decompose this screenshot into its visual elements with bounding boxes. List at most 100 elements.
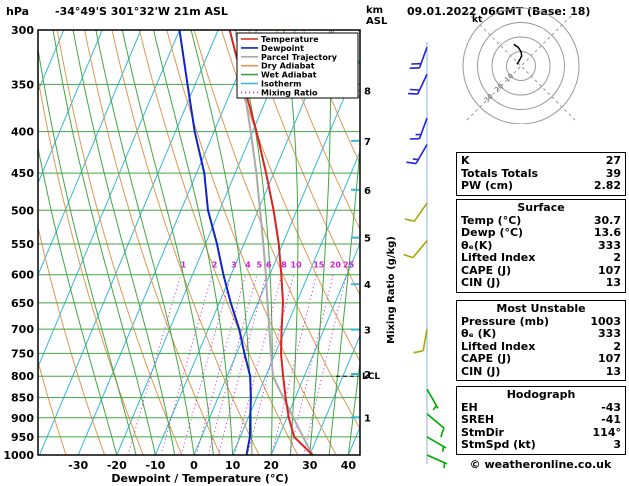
table-row: θₑ (K) 333 xyxy=(461,327,621,341)
table-title: Hodograph xyxy=(506,388,576,401)
svg-text:Temperature: Temperature xyxy=(261,35,319,44)
stat-label: Lifted Index xyxy=(461,339,536,353)
svg-text:600: 600 xyxy=(11,269,34,282)
svg-text:LCL: LCL xyxy=(362,372,380,382)
svg-text:Mixing Ratio (g/kg): Mixing Ratio (g/kg) xyxy=(386,236,397,344)
svg-text:2: 2 xyxy=(364,370,371,381)
table-row: Totals Totals 39 xyxy=(461,166,621,181)
svg-text:Mixing Ratio: Mixing Ratio xyxy=(261,88,318,97)
stat-label: θₑ (K) xyxy=(461,327,497,340)
table-row: Dewp (°C) 13.6 xyxy=(461,226,621,240)
svg-text:1: 1 xyxy=(181,261,187,270)
surface-table: Surface Temp (°C) 30.7 Dewp (°C) 13.6 θₑ(K) 33… xyxy=(456,199,626,293)
stat-label: CIN (J) xyxy=(461,364,501,378)
table-row: StmDir 114° xyxy=(461,425,621,440)
indices-table: K 27 Totals Totals 39 PW (cm) 2.82 xyxy=(456,152,626,196)
altitude-unit-asl: ASL xyxy=(366,16,388,27)
svg-text:3: 3 xyxy=(231,261,237,270)
svg-text:750: 750 xyxy=(11,347,34,360)
stat-label: PW (cm) xyxy=(461,179,514,192)
svg-text:350: 350 xyxy=(11,78,34,91)
stat-label: Temp (°C) xyxy=(461,213,522,227)
svg-text:400: 400 xyxy=(11,126,34,139)
mixing-ratio-axis-label: Mixing Ratio (g/kg) xyxy=(386,236,397,344)
table-row: CAPE (J) 107 xyxy=(461,263,621,278)
svg-text:8: 8 xyxy=(364,86,371,97)
svg-text:10: 10 xyxy=(503,72,515,84)
stat-value: 2 xyxy=(613,251,621,264)
svg-text:950: 950 xyxy=(11,431,34,444)
svg-text:5: 5 xyxy=(257,261,263,270)
stat-value: 39 xyxy=(605,166,621,180)
svg-text:650: 650 xyxy=(11,297,34,310)
stat-value: 333 xyxy=(598,238,621,252)
table-row: Pressure (mb) 1003 xyxy=(461,314,621,329)
svg-text:-20: -20 xyxy=(107,459,127,472)
stat-label: EH xyxy=(461,400,478,414)
stat-value: 107 xyxy=(598,263,621,277)
table-row: CIN (J) 13 xyxy=(461,276,621,290)
svg-text:0: 0 xyxy=(190,459,198,472)
stat-label: Dewp (°C) xyxy=(461,226,524,239)
stat-label: CAPE (J) xyxy=(461,352,512,365)
svg-text:6: 6 xyxy=(364,186,371,197)
svg-text:3: 3 xyxy=(364,326,371,337)
wind-barbs xyxy=(403,42,448,469)
hodograph-unit-label: kt xyxy=(472,15,483,25)
svg-text:900: 900 xyxy=(11,412,34,425)
svg-text:-30: -30 xyxy=(68,459,88,472)
svg-text:550: 550 xyxy=(11,238,34,251)
svg-text:700: 700 xyxy=(11,323,34,336)
most-unstable-table: Most Unstable Pressure (mb) 1003 θₑ (K) 333 L… xyxy=(456,300,626,381)
stat-value: 1003 xyxy=(590,314,621,328)
stat-value: 333 xyxy=(598,327,621,340)
svg-text:20: 20 xyxy=(493,82,505,94)
stat-value: 3 xyxy=(613,438,621,451)
stat-label: Lifted Index xyxy=(461,251,536,264)
plot-background xyxy=(38,30,360,455)
pressure-axis-labels: 300 350 400 450 500 550 600 650 700 750 800 850 900 9… xyxy=(3,24,34,462)
svg-text:4: 4 xyxy=(245,261,251,270)
svg-text:1000: 1000 xyxy=(3,449,34,462)
svg-text:2: 2 xyxy=(212,261,218,270)
km-axis: 1 2 3 4 5 6 7 8 xyxy=(351,86,371,424)
mixing-ratio-lines xyxy=(127,274,347,455)
stat-value: -41 xyxy=(601,413,621,426)
svg-text:Dewpoint / Temperature (°C): Dewpoint / Temperature (°C) xyxy=(111,472,288,485)
temperature-axis-labels: -30 -20 -10 0 10 20 30 40 xyxy=(68,459,356,472)
svg-text:6: 6 xyxy=(266,261,272,270)
hodograph-table: Hodograph EH -43 SREH -41 StmDir 114° StmSpd (k… xyxy=(456,386,626,455)
mixing-ratio-labels: 1 2 3 4 5 6 8 10 15 20 25 xyxy=(181,261,355,270)
stat-label: CIN (J) xyxy=(461,276,501,289)
svg-text:300: 300 xyxy=(11,24,34,37)
svg-text:Dewpoint: Dewpoint xyxy=(261,44,304,53)
svg-text:Wet Adiabat: Wet Adiabat xyxy=(261,71,317,80)
table-row: Lifted Index 2 xyxy=(461,339,621,354)
stat-value: 2.82 xyxy=(593,179,621,192)
table-title: Most Unstable xyxy=(496,302,586,315)
table-title: Surface xyxy=(517,201,565,214)
stat-label: θₑ(K) xyxy=(461,238,493,252)
copyright: © weatheronline.co.uk xyxy=(469,458,612,471)
table-row: θₑ(K) 333 xyxy=(461,238,621,253)
stat-label: StmSpd (kt) xyxy=(461,438,536,451)
svg-text:Dry Adiabat: Dry Adiabat xyxy=(261,62,315,71)
stat-label: K xyxy=(461,154,470,167)
stat-label: Pressure (mb) xyxy=(461,314,549,328)
svg-text:800: 800 xyxy=(11,370,34,383)
stat-value: 30.7 xyxy=(593,213,621,227)
stat-value: 13 xyxy=(605,276,621,289)
stat-value: 114° xyxy=(592,425,621,439)
svg-text:4: 4 xyxy=(364,280,371,291)
svg-text:Isotherm: Isotherm xyxy=(261,80,301,89)
table-row: Lifted Index 2 xyxy=(461,251,621,265)
svg-text:5: 5 xyxy=(364,234,371,245)
table-row: Temp (°C) 30.7 xyxy=(461,213,621,228)
table-row: SREH -41 xyxy=(461,413,621,427)
stat-label: Totals Totals xyxy=(461,166,539,180)
isobar-lines xyxy=(38,30,360,455)
table-row: CAPE (J) 107 xyxy=(461,352,621,366)
